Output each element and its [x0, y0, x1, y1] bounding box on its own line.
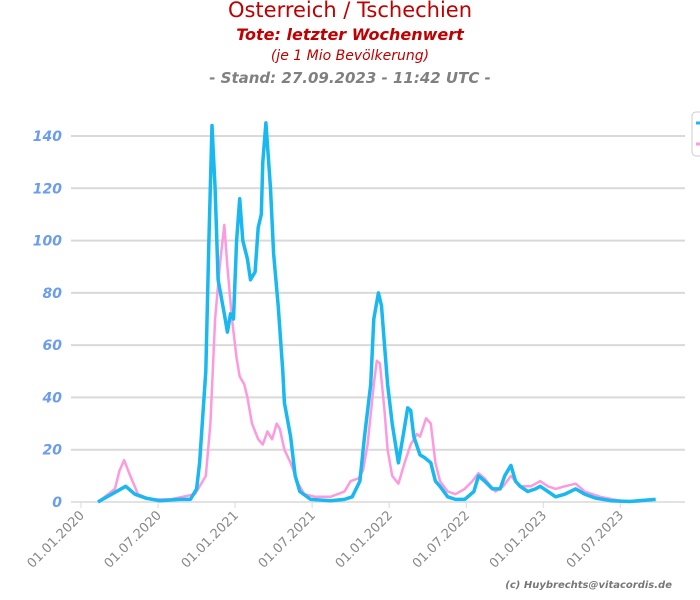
credit-text: (c) Huybrechts@vitacordis.de: [505, 580, 672, 591]
x-tick-label: 01.01.2022: [333, 508, 396, 571]
y-tick-label: 0: [52, 495, 62, 511]
series-line-1: [97, 121, 656, 504]
y-tick-label: 80: [43, 286, 63, 302]
chart-title: Österreich / Tschechien: [227, 0, 473, 22]
x-tick-label: 01.01.2020: [25, 508, 88, 571]
chart-subtitle: Tote: letzter Wochenwert: [236, 25, 464, 44]
chart-subtitle-units: (je 1 Mio Bevölkerung): [270, 48, 430, 64]
x-tick-label: 01.07.2023: [564, 508, 627, 571]
y-tick-label: 20: [43, 443, 63, 459]
x-tick-label: 01.07.2022: [410, 508, 473, 571]
y-tick-label: 140: [33, 129, 62, 145]
y-tick-label: 100: [33, 234, 62, 250]
chart-timestamp: - Stand: 27.09.2023 - 11:42 UTC -: [209, 69, 491, 87]
y-tick-label: 120: [33, 181, 62, 197]
series-line-2: [97, 223, 641, 503]
x-tick-label: 01.07.2020: [102, 508, 165, 571]
y-tick-label: 40: [42, 390, 63, 406]
x-tick-label: 01.01.2023: [487, 508, 550, 571]
legend-box: [691, 111, 700, 157]
x-tick-label: 01.01.2021: [179, 508, 242, 571]
y-tick-label: 60: [43, 338, 63, 354]
x-tick-label: 01.07.2021: [256, 508, 319, 571]
